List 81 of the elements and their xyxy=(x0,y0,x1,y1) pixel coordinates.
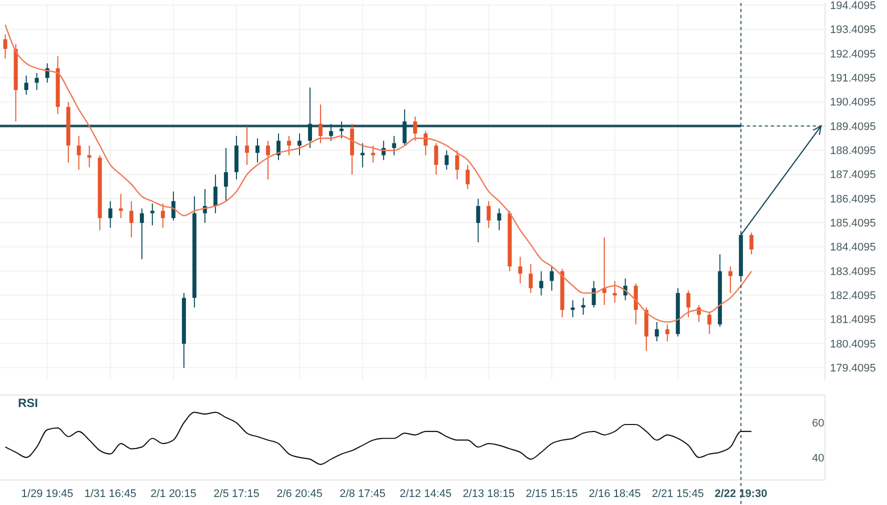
candlestick xyxy=(466,164,470,190)
x-tick-label: 2/15 15:15 xyxy=(526,488,578,500)
candlestick xyxy=(528,264,533,294)
y-tick-label: 188.4095 xyxy=(830,145,876,158)
candlestick xyxy=(497,208,502,231)
candlestick xyxy=(318,104,323,144)
candlestick xyxy=(118,193,123,219)
candlestick xyxy=(749,232,754,255)
candlestick xyxy=(308,87,312,148)
candlestick xyxy=(455,150,460,180)
candlestick xyxy=(244,126,249,166)
x-tick-label: 2/13 18:15 xyxy=(462,488,515,500)
x-tick-label: 2/16 18:45 xyxy=(588,488,641,500)
candlestick xyxy=(255,138,260,163)
candlestick xyxy=(434,142,438,176)
candlestick xyxy=(402,108,407,146)
candlestick xyxy=(371,145,376,163)
candlestick xyxy=(570,300,575,318)
y-tick-label: 182.4095 xyxy=(830,290,876,302)
candlestick xyxy=(3,34,8,60)
candlestick xyxy=(129,200,134,238)
y-tick-label: 192.4095 xyxy=(830,48,876,60)
y-tick-label: 194.4095 xyxy=(830,0,876,12)
candlestick xyxy=(213,174,218,214)
candlestick xyxy=(654,322,659,342)
y-tick-label: 40 xyxy=(812,452,824,464)
candlestick xyxy=(665,324,670,342)
y-tick-label: 181.4095 xyxy=(830,314,876,326)
y-tick-label: 179.4095 xyxy=(830,362,876,375)
candlestick xyxy=(34,72,39,90)
y-tick-label: 189.4095 xyxy=(830,120,876,133)
candlestick xyxy=(140,208,144,260)
y-tick-label: 191.4095 xyxy=(830,72,876,85)
candlestick xyxy=(276,133,280,161)
candlestick xyxy=(592,280,596,308)
candlestick xyxy=(392,135,396,156)
y-tick-label: 185.4095 xyxy=(830,218,876,230)
candlestick xyxy=(287,135,292,156)
candlestick xyxy=(360,142,365,168)
candlestick xyxy=(476,198,480,243)
x-tick-label: 2/6 20:45 xyxy=(276,488,322,500)
candlestick xyxy=(612,280,617,304)
candlestick xyxy=(171,191,176,221)
line-series xyxy=(4,24,752,323)
y-tick-label: 184.4095 xyxy=(830,242,876,254)
candlestick xyxy=(707,312,712,335)
x-tick-label: 2/22 19:30 xyxy=(714,488,768,500)
y-tick-label: 183.4095 xyxy=(830,266,876,278)
candlestick xyxy=(108,200,112,228)
candlestick xyxy=(486,200,491,228)
candlestick xyxy=(518,256,522,284)
candlestick xyxy=(340,120,344,139)
candlestick xyxy=(224,148,228,202)
candlestick xyxy=(539,270,544,296)
y-tick-label: 60 xyxy=(812,418,824,430)
x-tick-label: 1/31 16:45 xyxy=(84,488,136,500)
candlestick xyxy=(160,203,165,228)
candlestick xyxy=(728,266,732,294)
x-tick-label: 2/1 20:15 xyxy=(150,488,196,500)
candlestick xyxy=(686,290,690,318)
candlestick xyxy=(444,150,449,170)
y-tick-label: 180.4095 xyxy=(830,338,876,350)
candlestick xyxy=(76,135,81,170)
candlestick xyxy=(329,123,334,142)
candlestick xyxy=(24,75,28,96)
x-tick-label: 2/8 17:45 xyxy=(340,488,386,500)
candlestick xyxy=(413,116,418,142)
chart-title: RSI xyxy=(18,396,38,410)
y-tick-label: 190.4095 xyxy=(830,96,876,109)
x-tick-label: 2/5 17:15 xyxy=(214,488,260,500)
x-tick-label: 2/21 15:45 xyxy=(652,488,704,500)
y-tick-label: 193.4095 xyxy=(830,24,876,36)
line-series xyxy=(4,412,752,465)
candlestick xyxy=(298,133,302,156)
x-tick-label: 1/29 19:45 xyxy=(21,488,74,500)
candlestick xyxy=(266,140,270,180)
candlestick xyxy=(150,203,154,226)
x-tick-label: 2/12 14:45 xyxy=(400,488,452,500)
candlestick xyxy=(581,297,586,316)
y-tick-label: 186.4095 xyxy=(830,193,876,206)
y-tick-label: 187.4095 xyxy=(830,169,876,182)
